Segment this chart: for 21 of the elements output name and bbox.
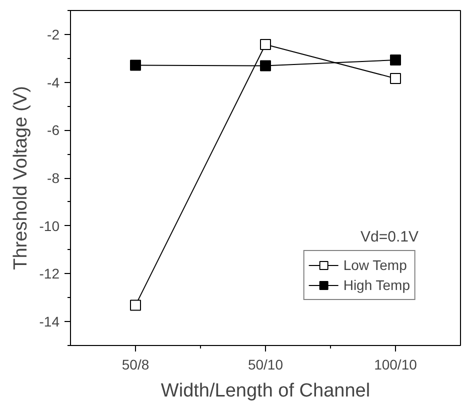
point (260, 38, 271, 50)
point (390, 72, 401, 84)
x-tick-label: 100/10 (374, 356, 418, 372)
y-tick-label: -12 (39, 266, 60, 282)
point (390, 54, 401, 66)
legend-label: High Temp (343, 277, 410, 293)
point (130, 300, 141, 311)
y-tick-label: -14 (39, 314, 60, 330)
point (260, 60, 271, 72)
y-tick-label: -6 (47, 122, 60, 138)
y-axis-title: Threshold Voltage (V) (10, 86, 32, 270)
legend-label: Low Temp (343, 257, 407, 273)
y-tick-label: -10 (39, 218, 60, 234)
x-tick-label: 50/8 (122, 356, 150, 372)
y-tick-label: -4 (47, 74, 60, 90)
y-tick-label: -8 (47, 170, 60, 186)
annotation: Vd=0.1V (360, 228, 418, 246)
y-tick-label: -2 (47, 26, 60, 42)
x-tick-label: 50/10 (248, 356, 284, 372)
point (130, 60, 141, 71)
x-axis-title: Width/Length of Channel (160, 380, 370, 402)
